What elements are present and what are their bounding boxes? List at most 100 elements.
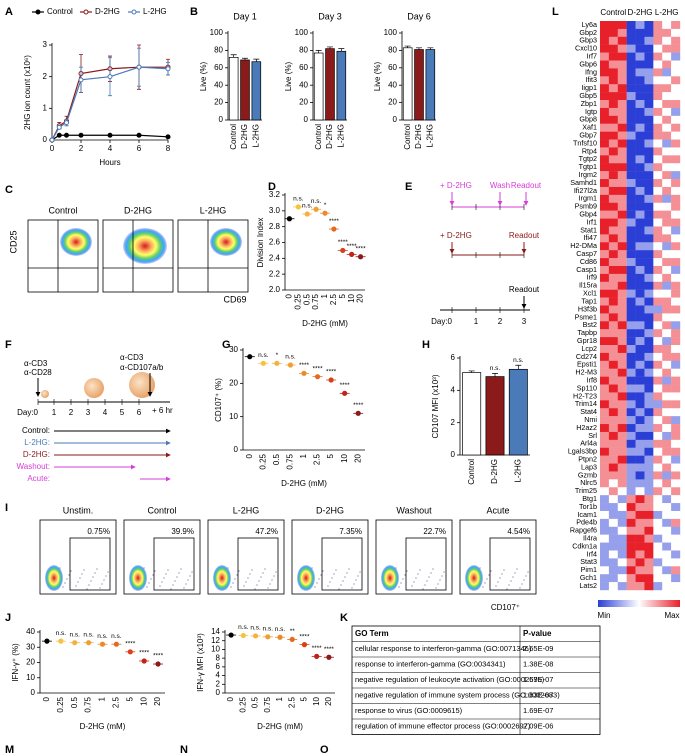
heat-cell (635, 92, 645, 101)
heat-cell (608, 84, 618, 93)
heat-cell (644, 376, 654, 385)
heat-cell (662, 368, 672, 377)
heat-cell (671, 194, 681, 203)
event (64, 582, 66, 584)
event (258, 580, 260, 582)
heat-cell (600, 337, 610, 346)
heat-cell (653, 534, 663, 543)
x-tick-label: 5 (125, 696, 134, 701)
event (154, 570, 156, 572)
heat-cell (671, 281, 681, 290)
heat-cell (617, 218, 627, 227)
heat-cell (653, 313, 663, 322)
heat-cell (653, 36, 663, 45)
heat-cell (653, 218, 663, 227)
heat-cell (608, 566, 618, 575)
heat-cell (644, 534, 654, 543)
heat-cell (635, 179, 645, 188)
heat-cell (662, 376, 672, 385)
heat-cell (617, 329, 627, 338)
gene-label: H2az2 (576, 423, 597, 432)
heat-cell (644, 408, 654, 417)
point (165, 134, 171, 140)
heat-cell (644, 115, 654, 124)
heat-cell (644, 479, 654, 488)
table-cell: 1.38E-08 (523, 660, 553, 669)
gate (237, 537, 279, 591)
heat-cell (635, 534, 645, 543)
heat-cell (635, 408, 645, 417)
heat-cell (644, 44, 654, 53)
gene-label: Gbp2 (579, 28, 597, 37)
heat-cell (662, 115, 672, 124)
heat-cell (671, 123, 681, 132)
event (482, 586, 484, 588)
heat-cell (608, 321, 618, 330)
heat-cell (653, 28, 663, 38)
y-tick-label: 20 (229, 378, 238, 387)
event (501, 573, 503, 575)
legend-min: Min (598, 611, 611, 620)
heat-cell (600, 329, 610, 338)
heat-cell (635, 416, 645, 425)
gene-label: Gbp8 (579, 115, 597, 124)
heat-cell (600, 52, 610, 61)
significance: **** (312, 645, 323, 652)
heat-cell (626, 542, 636, 551)
y-axis-label: Live (%) (284, 61, 293, 91)
significance: **** (326, 369, 337, 376)
heat-cell (600, 408, 610, 417)
significance: n.s. (293, 196, 304, 203)
heat-cell (626, 60, 636, 69)
heat-cell (617, 281, 627, 290)
point (155, 661, 161, 667)
heat-cell (662, 392, 672, 401)
heat-cell (626, 297, 636, 306)
heat-cell (617, 60, 627, 69)
heat-cell (617, 574, 627, 583)
heat-cell (617, 21, 627, 30)
x-tick-label: L-2HG (425, 124, 434, 148)
heat-cell (653, 345, 663, 354)
x-tick-label: 0.25 (238, 696, 247, 712)
event (59, 567, 61, 569)
heat-cell (671, 297, 681, 306)
heat-cell (617, 226, 627, 235)
heat-cell (600, 582, 610, 591)
x-tick-label: 20 (353, 453, 362, 462)
heat-cell (626, 210, 636, 219)
gate-percent: 47.2% (255, 527, 278, 536)
gate-percent: 0.75% (87, 527, 110, 536)
gene-label: H3f3b (578, 304, 597, 313)
gene-label: Epsti1 (577, 360, 597, 369)
heat-cell (635, 566, 645, 575)
heat-cell (662, 250, 672, 259)
heat-cell (626, 202, 636, 211)
heat-cell (653, 44, 663, 53)
heat-cell (644, 510, 654, 520)
heat-cell (635, 455, 645, 464)
panel-letter: N (180, 744, 188, 756)
y-tick-label: 20 (299, 98, 308, 107)
heat-cell (600, 44, 610, 53)
gene-label: Pim1 (581, 565, 597, 574)
heat-cell (600, 36, 610, 45)
heat-cell (662, 84, 672, 93)
heat-cell (644, 558, 654, 567)
heat-cell (644, 297, 654, 306)
heat-cell (635, 313, 645, 322)
heat-cell (626, 337, 636, 346)
heat-cell (662, 574, 672, 583)
x-tick-label: 0 (50, 144, 55, 153)
legend-label: L-2HG (143, 7, 167, 16)
heat-cell (662, 68, 672, 77)
panel-letter: A (5, 6, 13, 18)
heat-cell (662, 265, 672, 275)
x-tick-label: L-2HG (513, 459, 522, 483)
heat-cell (653, 463, 663, 472)
y-tick-label: 1 (43, 103, 48, 112)
significance: **** (312, 365, 323, 372)
point (357, 254, 364, 260)
x-tick-label: 10 (139, 696, 148, 705)
y-tick-label: 3.0 (269, 206, 281, 215)
